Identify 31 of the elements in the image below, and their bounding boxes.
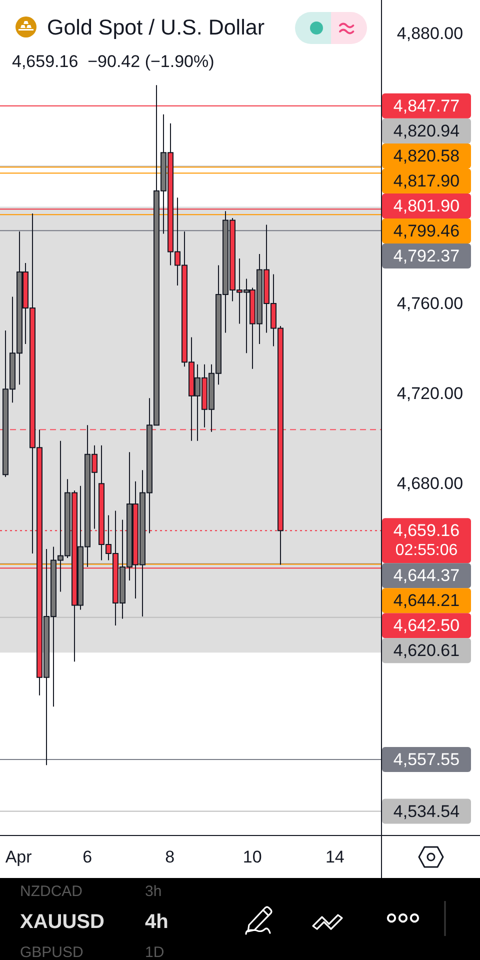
ref-line-label: 4,792.37 [393, 246, 460, 266]
y-tick-label: 4,720.00 [396, 384, 464, 404]
ref-line-label: 4,642.50 [393, 616, 460, 636]
y-tick-label: 4,680.00 [396, 474, 464, 494]
y-tick-label: 4,760.00 [396, 294, 464, 314]
text: GBPUSD [20, 944, 84, 960]
x-tick-label: 6 [82, 848, 92, 866]
ref-line-label: 4,801.90 [393, 196, 460, 216]
ref-line-label: 4,557.55 [393, 750, 460, 769]
ref-line-label: 4,534.54 [393, 802, 460, 821]
x-tick-label: 10 [242, 848, 262, 866]
text: XAUUSD [20, 911, 104, 933]
ref-line-label: 4,817.90 [393, 171, 460, 190]
x-tick-label: 14 [325, 848, 344, 866]
text: Gold Spot / U.S. Dollar [47, 16, 264, 40]
ref-line-label: 4,820.58 [393, 146, 460, 166]
ref-line-label: 4,659.16 02:55:06 [393, 521, 460, 560]
x-tick-label: Apr [5, 848, 32, 866]
text: 4h [145, 911, 168, 933]
ref-line-label: 4,644.37 [393, 566, 460, 586]
ref-line-label: 4,847.77 [393, 96, 460, 116]
y-tick-label: 4,880.00 [396, 24, 464, 43]
x-tick-label: 8 [165, 848, 175, 866]
ref-line-label: 4,644.21 [393, 591, 460, 610]
text: NZDCAD [20, 883, 83, 900]
text: 3h [145, 883, 162, 900]
ref-line-label: 4,820.94 [393, 121, 460, 140]
ref-line-label: 4,620.61 [393, 641, 460, 660]
ref-line-label: 4,799.46 [393, 221, 460, 240]
text: 1D [145, 944, 164, 960]
text: 4,659.16 −90.42 (−1.90%) [12, 52, 214, 71]
